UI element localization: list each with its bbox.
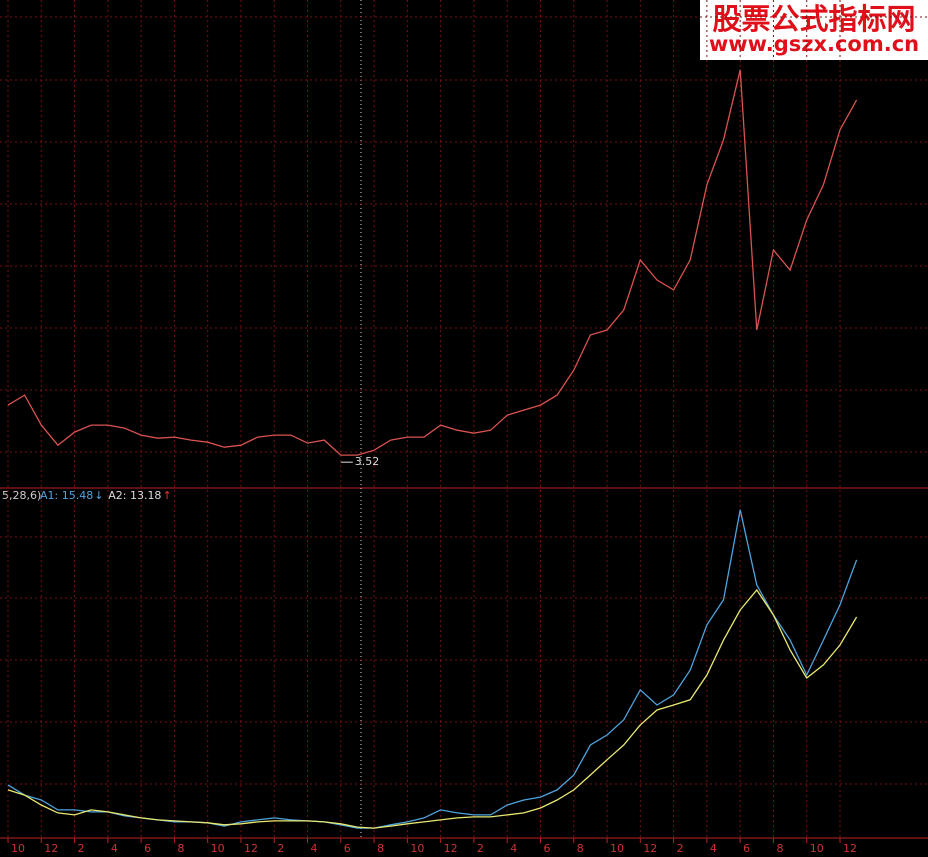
- watermark-url: www.gszx.com.cn: [709, 32, 919, 56]
- series-line: [7, 588, 858, 829]
- x-tick-label: 10: [410, 842, 424, 855]
- x-tick-label: 12: [244, 842, 258, 855]
- x-tick-label: 4: [710, 842, 717, 855]
- x-tick-label: 4: [311, 842, 318, 855]
- x-tick-label: 12: [843, 842, 857, 855]
- legend-trend: ↑: [162, 489, 171, 502]
- x-tick-label: 10: [211, 842, 225, 855]
- x-tick-label: 12: [44, 842, 58, 855]
- x-tick-label: 8: [577, 842, 584, 855]
- x-tick-label: 10: [810, 842, 824, 855]
- annotation-label: 3.52: [355, 455, 380, 468]
- x-tick-label: 2: [677, 842, 684, 855]
- x-tick-label: 2: [277, 842, 284, 855]
- series-line: [7, 69, 858, 456]
- indicator-params: 5,28,6): [2, 489, 41, 502]
- x-tick-label: 2: [78, 842, 85, 855]
- x-tick-label: 6: [743, 842, 750, 855]
- watermark-box: [700, 0, 928, 60]
- x-tick-label: 4: [111, 842, 118, 855]
- legend-label: A2: 13.18: [108, 489, 161, 502]
- x-tick-label: 10: [11, 842, 25, 855]
- legend-trend: ↓: [94, 489, 103, 502]
- x-tick-label: 6: [144, 842, 151, 855]
- x-tick-label: 12: [643, 842, 657, 855]
- x-tick-label: 4: [510, 842, 517, 855]
- x-tick-label: 8: [177, 842, 184, 855]
- x-tick-label: 2: [477, 842, 484, 855]
- x-tick-label: 8: [377, 842, 384, 855]
- x-tick-label: 6: [344, 842, 351, 855]
- watermark-title: 股票公式指标网: [712, 2, 915, 36]
- x-tick-label: 6: [543, 842, 550, 855]
- legend-label: A1: 15.48: [40, 489, 93, 502]
- x-tick-label: 10: [610, 842, 624, 855]
- x-tick-label: 8: [776, 842, 783, 855]
- x-tick-label: 12: [444, 842, 458, 855]
